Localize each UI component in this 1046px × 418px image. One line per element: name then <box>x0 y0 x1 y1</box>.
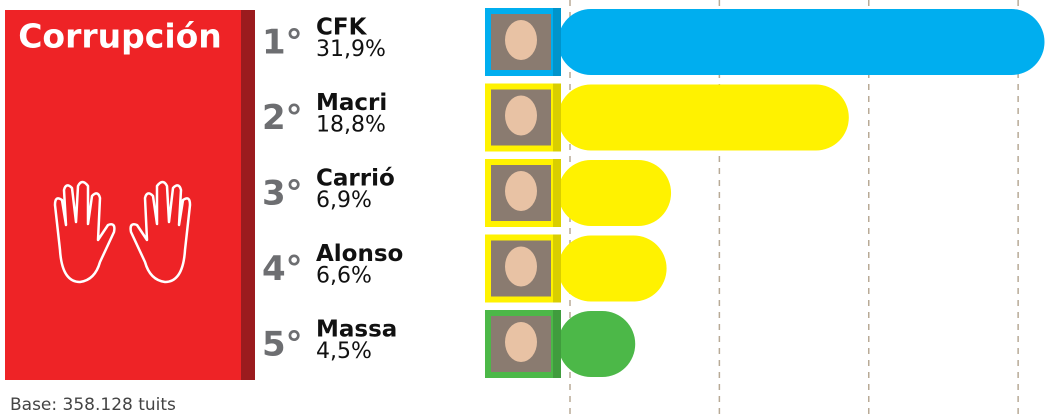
value-label: 6,6% <box>316 264 372 289</box>
rank: 4° <box>262 249 303 289</box>
photo-face <box>505 246 537 287</box>
hands-icon <box>53 180 192 284</box>
candidate-name: Massa <box>316 317 397 343</box>
footnote: Base: 358.128 tuits <box>10 395 176 415</box>
value-label: 18,8% <box>316 113 386 138</box>
rank: 5° <box>262 325 303 365</box>
candidate-name: Alonso <box>316 241 403 267</box>
value-label: 6,9% <box>316 188 372 213</box>
photo-face <box>505 95 537 136</box>
rank: 2° <box>262 98 303 138</box>
photo-edge <box>553 234 561 303</box>
title-panel <box>5 10 241 380</box>
bar <box>558 311 636 377</box>
bar <box>558 84 849 151</box>
photo-edge <box>553 83 561 152</box>
photo-edge <box>553 310 561 378</box>
candidate-name: Carrió <box>316 166 395 192</box>
candidate-name: CFK <box>316 15 368 41</box>
value-label: 4,5% <box>316 339 372 364</box>
candidate-name: Macri <box>316 90 387 116</box>
photo-edge <box>553 159 561 227</box>
bar <box>558 160 672 226</box>
photo-face <box>505 322 537 362</box>
rank: 1° <box>262 23 303 63</box>
photo-edge <box>553 8 561 76</box>
chart-title: Corrupción <box>18 17 222 56</box>
photo-face <box>505 20 537 60</box>
rank: 3° <box>262 174 303 214</box>
panel-edge <box>241 10 255 380</box>
value-label: 31,9% <box>316 37 386 62</box>
bar <box>558 235 667 302</box>
bar <box>558 9 1045 75</box>
photo-face <box>505 171 537 211</box>
